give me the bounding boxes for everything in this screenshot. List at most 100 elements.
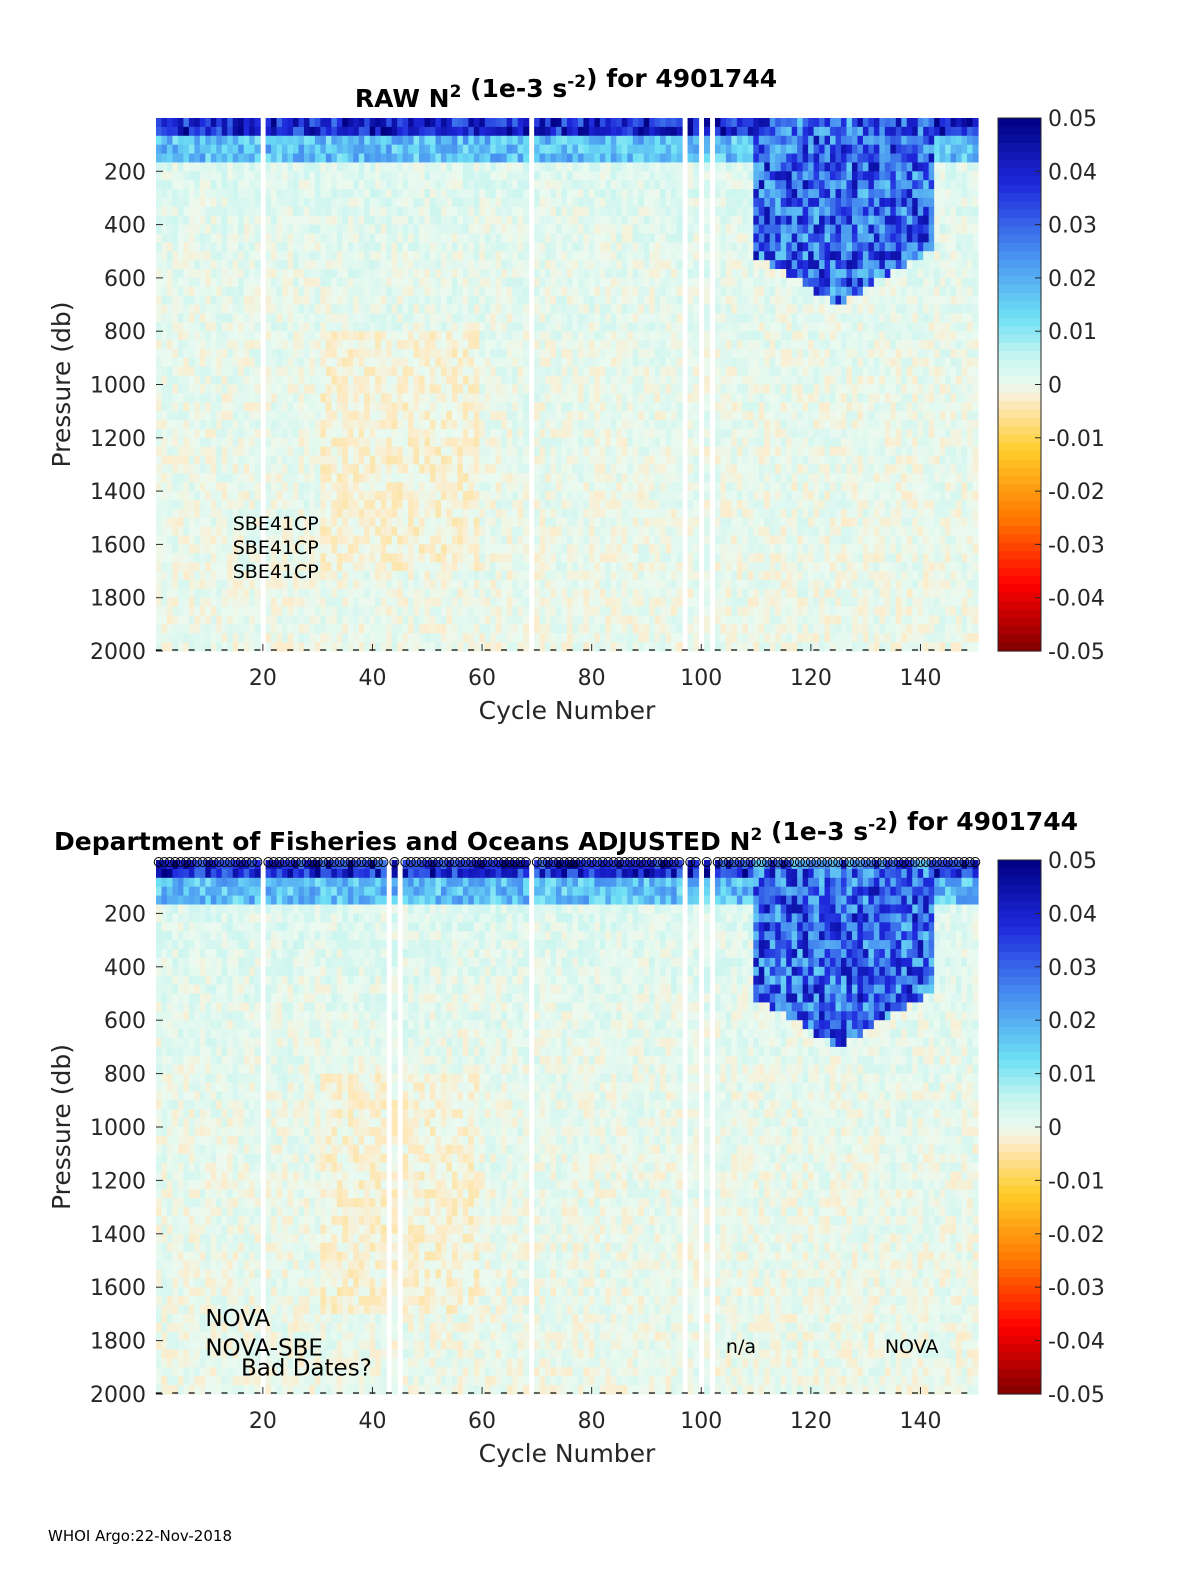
heatmap-cell bbox=[325, 606, 332, 617]
heatmap-cell bbox=[523, 340, 530, 350]
heatmap-cell bbox=[550, 499, 557, 510]
heatmap-cell bbox=[298, 517, 305, 528]
heatmap-cell bbox=[495, 251, 502, 261]
heatmap-cell bbox=[402, 215, 409, 226]
heatmap-cell bbox=[440, 553, 448, 563]
heatmap-cell bbox=[364, 331, 371, 341]
heatmap-cell bbox=[325, 118, 332, 128]
heatmap-cell bbox=[325, 571, 332, 581]
heatmap-cell bbox=[342, 366, 349, 377]
heatmap-cell bbox=[364, 304, 371, 315]
heatmap-cell bbox=[364, 464, 371, 474]
heatmap-cell bbox=[534, 224, 541, 235]
heatmap-cell bbox=[501, 180, 508, 190]
heatmap-cell bbox=[210, 482, 217, 492]
heatmap-cell bbox=[369, 206, 376, 217]
heatmap-cell bbox=[462, 144, 469, 155]
heatmap-cell bbox=[336, 224, 343, 235]
heatmap-cell bbox=[517, 269, 524, 279]
heatmap-cell bbox=[512, 375, 519, 386]
heatmap-cell bbox=[369, 251, 376, 261]
heatmap-cell bbox=[408, 286, 415, 297]
heatmap-cell bbox=[216, 277, 223, 288]
heatmap-cell bbox=[430, 571, 437, 581]
heatmap-cell bbox=[358, 437, 365, 448]
heatmap-cell bbox=[561, 473, 568, 483]
heatmap-cell bbox=[462, 171, 469, 181]
heatmap-cell bbox=[320, 224, 327, 235]
heatmap-cell bbox=[303, 597, 311, 608]
heatmap-cell bbox=[561, 153, 568, 164]
heatmap-cell bbox=[616, 269, 623, 279]
heatmap-cell bbox=[435, 286, 442, 297]
heatmap-cell bbox=[254, 384, 261, 394]
heatmap-cell bbox=[183, 277, 190, 288]
heatmap-cell bbox=[342, 606, 349, 617]
heatmap-cell bbox=[446, 606, 453, 617]
heatmap-cell bbox=[435, 375, 442, 386]
heatmap-cell bbox=[199, 295, 206, 306]
heatmap-cell bbox=[605, 153, 612, 164]
heatmap-cell bbox=[298, 420, 305, 430]
heatmap-cell bbox=[205, 375, 212, 386]
heatmap-cell bbox=[243, 366, 250, 377]
heatmap-cell bbox=[567, 437, 574, 448]
heatmap-cell bbox=[188, 357, 195, 368]
heatmap-cell bbox=[430, 393, 437, 403]
heatmap-cell bbox=[303, 233, 311, 243]
heatmap-cell bbox=[495, 393, 502, 403]
heatmap-cell bbox=[298, 615, 305, 625]
heatmap-cell bbox=[320, 455, 327, 466]
heatmap-cell bbox=[205, 624, 212, 634]
heatmap-cell bbox=[605, 535, 612, 545]
heatmap-cell bbox=[227, 517, 234, 528]
heatmap-cell bbox=[430, 482, 437, 492]
heatmap-cell bbox=[265, 135, 272, 146]
heatmap-cell bbox=[265, 277, 272, 288]
heatmap-cell bbox=[588, 615, 595, 625]
heatmap-cell bbox=[188, 348, 195, 359]
heatmap-cell bbox=[232, 189, 239, 199]
heatmap-cell bbox=[583, 295, 590, 306]
heatmap-cell bbox=[424, 206, 431, 217]
heatmap-cell bbox=[243, 553, 250, 563]
heatmap-cell bbox=[353, 633, 360, 643]
heatmap-cell bbox=[468, 242, 475, 252]
heatmap-cell bbox=[599, 562, 606, 572]
heatmap-cell bbox=[397, 242, 404, 252]
heatmap-cell bbox=[205, 544, 212, 554]
heatmap-cell bbox=[484, 357, 491, 368]
heatmap-cell bbox=[172, 118, 179, 128]
heatmap-cell bbox=[358, 313, 365, 323]
heatmap-cell bbox=[594, 135, 601, 146]
heatmap-cell bbox=[539, 144, 546, 155]
heatmap-cell bbox=[451, 624, 458, 634]
heatmap-cell bbox=[227, 357, 234, 368]
heatmap-cell bbox=[468, 357, 475, 368]
heatmap-cell bbox=[397, 464, 404, 474]
heatmap-cell bbox=[413, 180, 420, 190]
heatmap-cell bbox=[177, 313, 184, 323]
heatmap-cell bbox=[599, 331, 606, 341]
heatmap-cell bbox=[599, 340, 606, 350]
heatmap-cell bbox=[177, 162, 184, 172]
heatmap-cell bbox=[232, 126, 239, 137]
heatmap-cell bbox=[177, 269, 184, 279]
heatmap-cell bbox=[572, 375, 579, 386]
heatmap-cell bbox=[271, 162, 278, 172]
heatmap-cell bbox=[375, 606, 382, 617]
heatmap-cell bbox=[205, 535, 212, 545]
heatmap-cell bbox=[462, 491, 469, 501]
heatmap-cell bbox=[188, 304, 195, 315]
heatmap-cell bbox=[577, 153, 585, 164]
heatmap-cell bbox=[254, 197, 261, 208]
heatmap-cell bbox=[298, 295, 305, 306]
heatmap-cell bbox=[402, 357, 409, 368]
heatmap-cell bbox=[386, 499, 393, 510]
heatmap-cell bbox=[172, 402, 179, 412]
heatmap-cell bbox=[249, 615, 256, 625]
heatmap-cell bbox=[309, 260, 316, 270]
heatmap-cell bbox=[397, 162, 404, 172]
heatmap-cell bbox=[517, 242, 524, 252]
heatmap-cell bbox=[501, 446, 508, 457]
